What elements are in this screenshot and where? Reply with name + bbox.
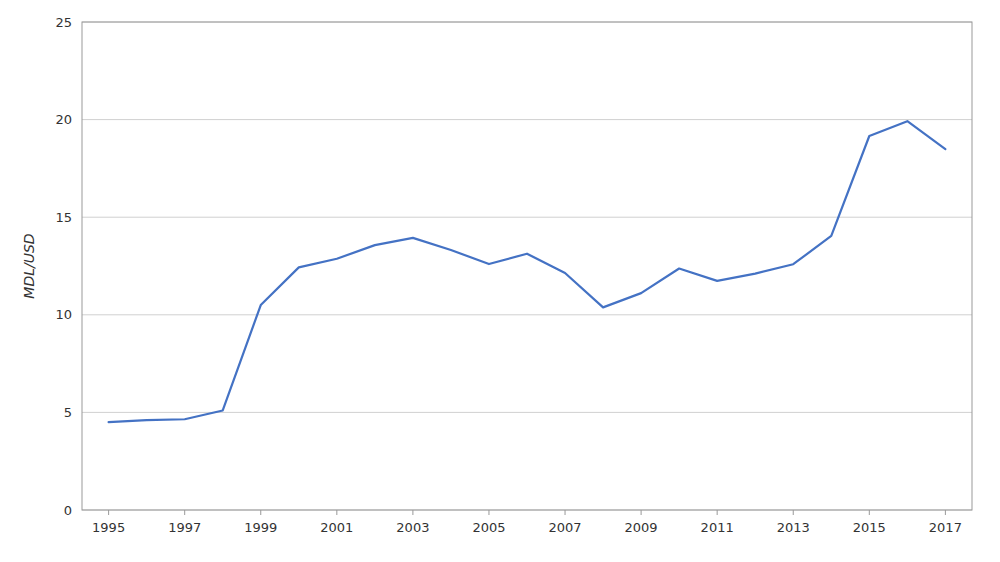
x-tick [945, 510, 946, 515]
x-tick-label: 2013 [777, 520, 810, 535]
chart: 1995199719992001200320052007200920112013… [0, 0, 1000, 562]
x-tick [488, 510, 489, 515]
y-tick-label: 0 [64, 503, 72, 518]
x-tick [260, 510, 261, 515]
plot-area [82, 22, 972, 510]
y-tick-label: 10 [55, 307, 72, 322]
grid-line [82, 119, 972, 120]
x-tick-label: 2011 [701, 520, 734, 535]
plot-frame [82, 22, 972, 510]
y-axis: 0 5 10 15 20 25 [55, 15, 72, 518]
x-tick [412, 510, 413, 515]
x-tick [869, 510, 870, 515]
y-axis-label: MDL/USD [21, 233, 37, 299]
x-axis: 1995 1997 1999 2001 2003 2005 2007 2009 2011 2013… [92, 510, 962, 535]
y-tick-label: 20 [55, 112, 72, 127]
x-tick-label: 2017 [929, 520, 962, 535]
x-tick [717, 510, 718, 515]
x-tick [108, 510, 109, 515]
x-tick-label: 2005 [472, 520, 505, 535]
y-tick-label: 25 [55, 15, 72, 30]
x-tick-label: 1997 [168, 520, 201, 535]
x-tick-label: 2001 [320, 520, 353, 535]
x-tick-label: 1995 [92, 520, 125, 535]
x-tick-label: 2007 [548, 520, 581, 535]
x-tick [793, 510, 794, 515]
x-tick-label: 2003 [396, 520, 429, 535]
series [109, 121, 946, 422]
x-tick [184, 510, 185, 515]
grid-line [82, 314, 972, 315]
x-tick [565, 510, 566, 515]
x-tick-label: 2015 [853, 520, 886, 535]
line [109, 121, 946, 422]
x-tick-label: 1999 [244, 520, 277, 535]
x-tick-label: 2009 [625, 520, 658, 535]
x-tick [641, 510, 642, 515]
x-tick [336, 510, 337, 515]
y-tick-label: 15 [55, 210, 72, 225]
grid [82, 22, 972, 510]
y-tick-label: 5 [64, 405, 72, 420]
